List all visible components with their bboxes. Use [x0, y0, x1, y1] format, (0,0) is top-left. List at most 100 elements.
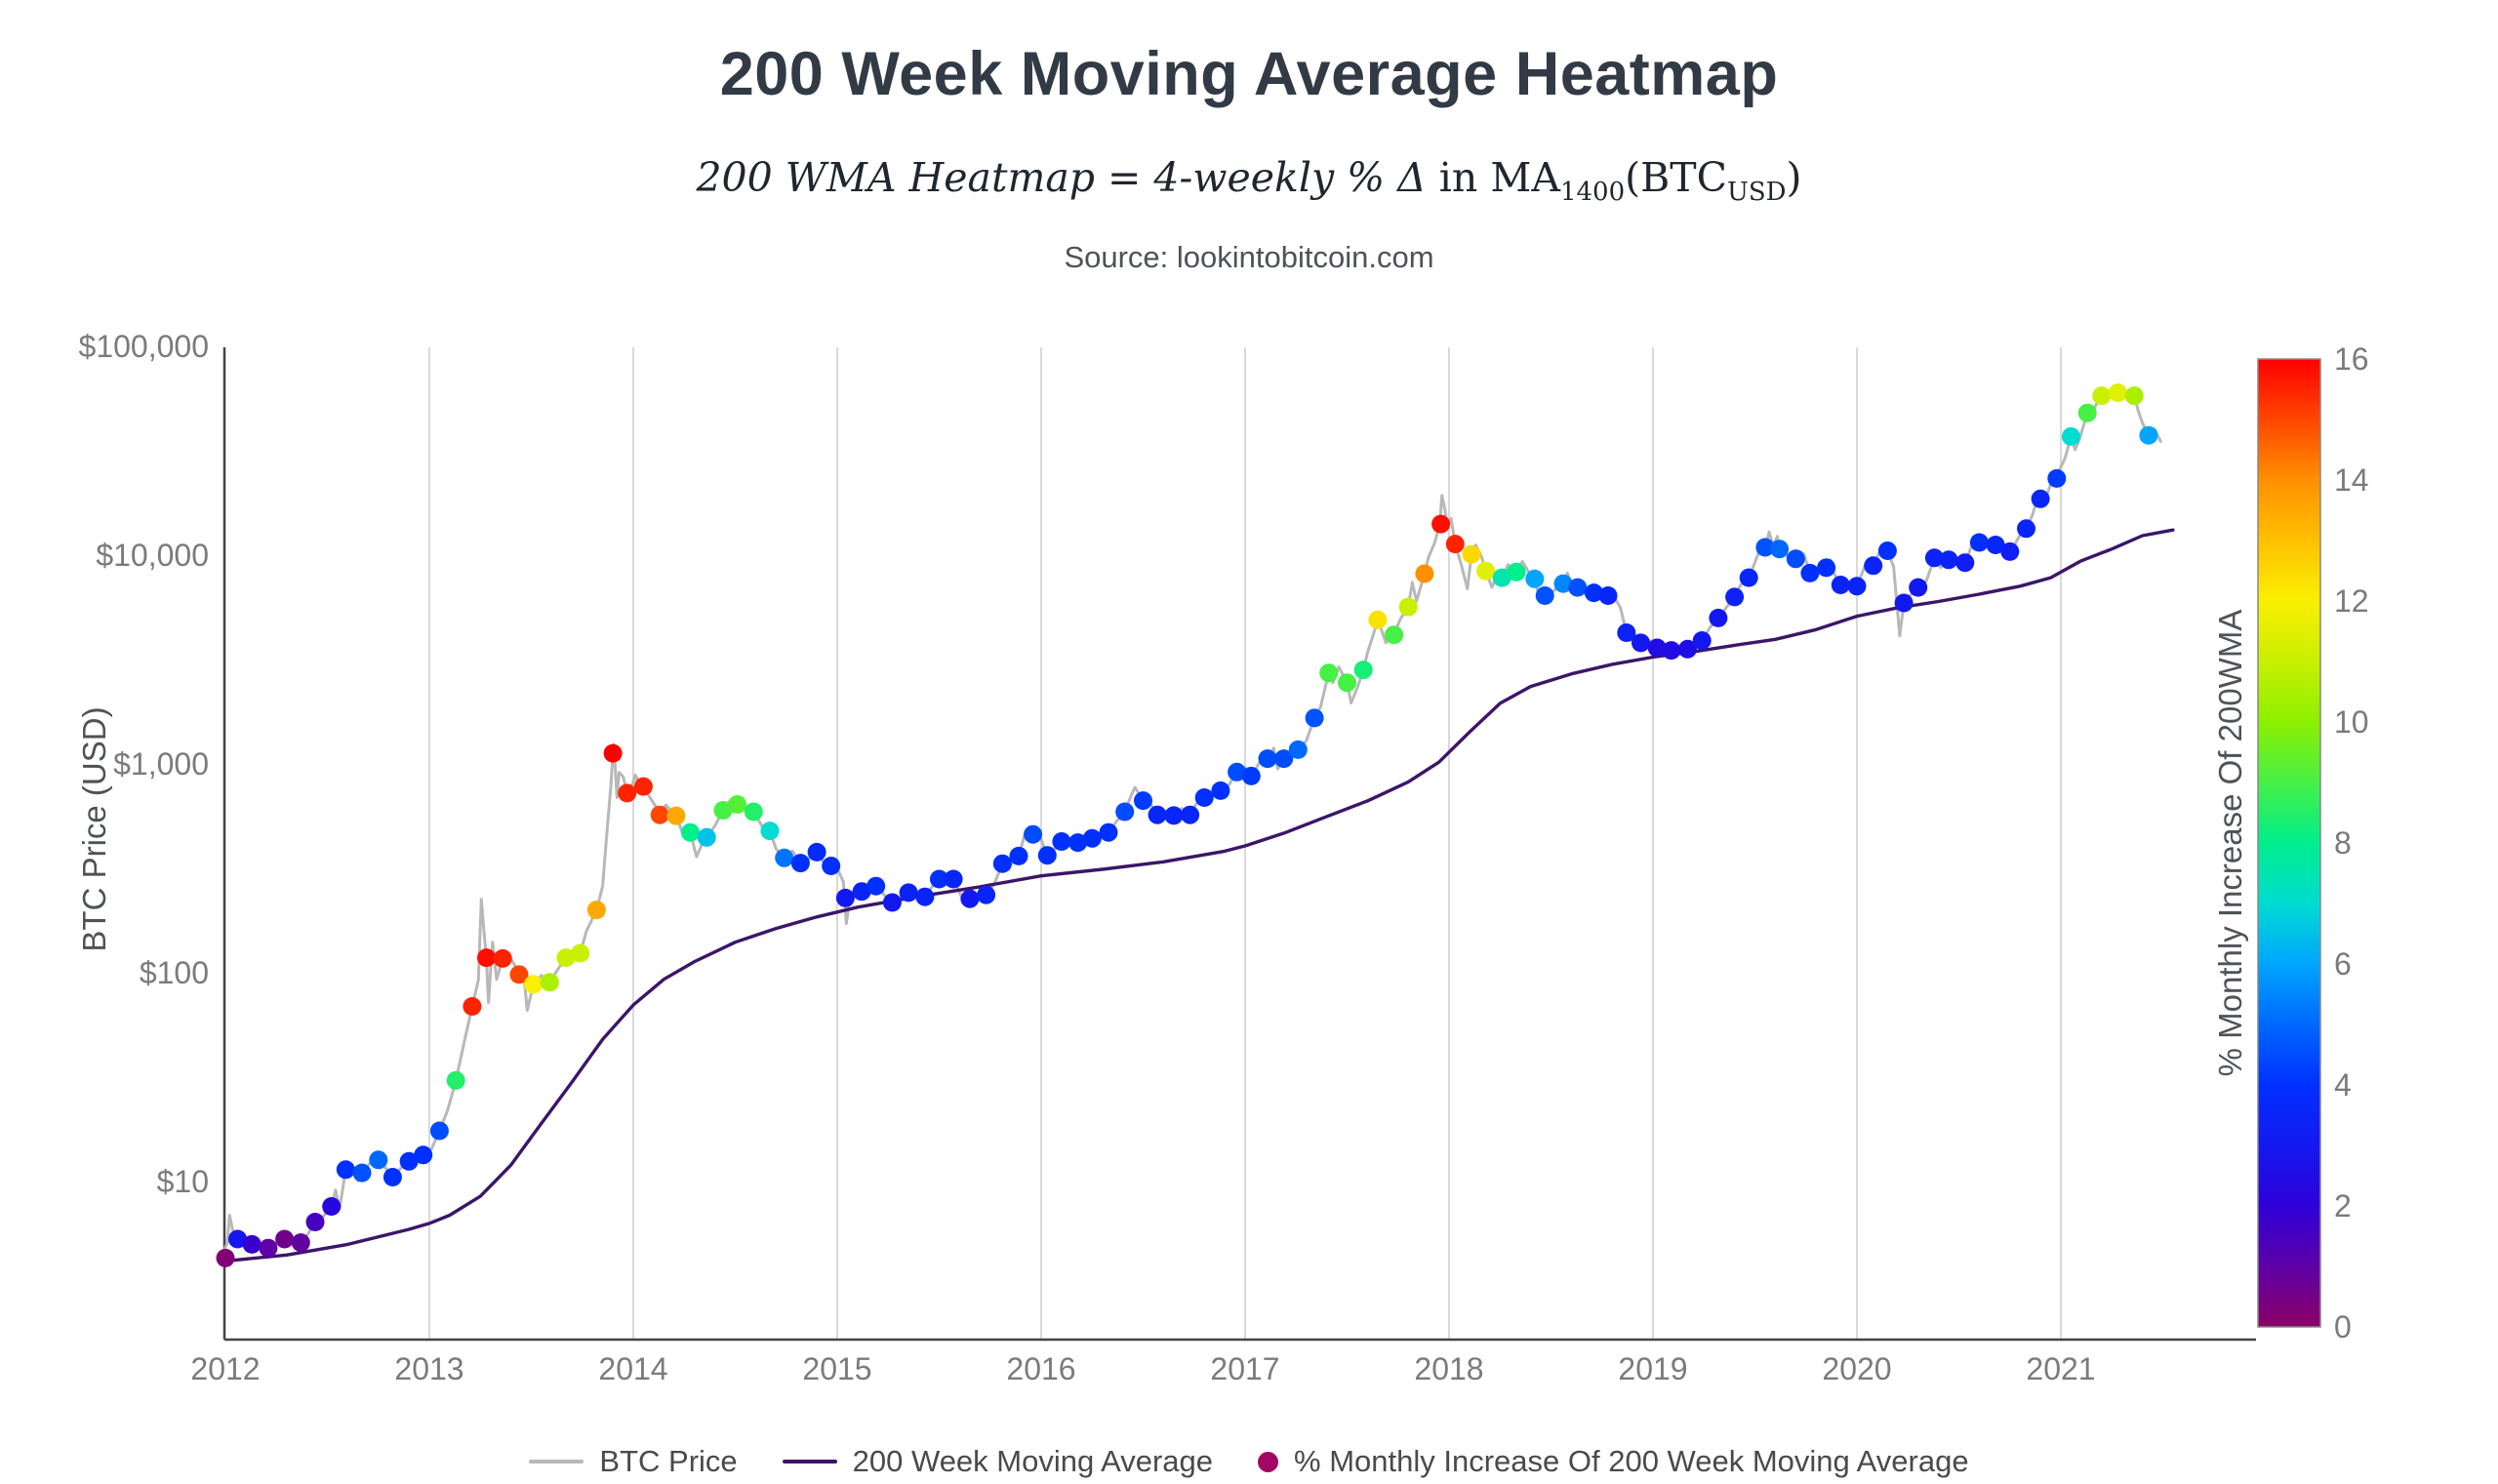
- heatmap-dot[interactable]: [259, 1238, 278, 1258]
- heatmap-dot[interactable]: [681, 822, 700, 842]
- heatmap-dot[interactable]: [1909, 578, 1928, 597]
- heatmap-dot[interactable]: [2061, 426, 2080, 446]
- heatmap-dots[interactable]: [216, 383, 2158, 1267]
- heatmap-dot[interactable]: [1338, 673, 1356, 693]
- heatmap-dot[interactable]: [1507, 562, 1526, 582]
- heatmap-dot[interactable]: [1068, 833, 1088, 853]
- heatmap-dot[interactable]: [744, 802, 763, 822]
- heatmap-dot[interactable]: [446, 1070, 465, 1090]
- heatmap-dot[interactable]: [1800, 563, 1820, 582]
- heatmap-dot[interactable]: [1955, 553, 1975, 573]
- heatmap-dot[interactable]: [1415, 564, 1434, 583]
- heatmap-dot[interactable]: [1228, 762, 1247, 782]
- heatmap-dot[interactable]: [977, 885, 996, 904]
- heatmap-dot[interactable]: [666, 806, 686, 825]
- heatmap-dot[interactable]: [1099, 822, 1118, 842]
- heatmap-dot[interactable]: [216, 1248, 235, 1267]
- heatmap-dot[interactable]: [899, 883, 918, 902]
- heatmap-dot[interactable]: [835, 888, 855, 907]
- heatmap-dot[interactable]: [509, 965, 529, 984]
- heatmap-dot[interactable]: [1535, 586, 1554, 605]
- heatmap-dot[interactable]: [1525, 569, 1545, 588]
- heatmap-dot[interactable]: [1553, 574, 1573, 593]
- heatmap-dot[interactable]: [1662, 641, 1681, 661]
- heatmap-dot[interactable]: [1462, 544, 1481, 564]
- heatmap-dot[interactable]: [866, 876, 886, 896]
- heatmap-dot[interactable]: [1770, 540, 1790, 559]
- heatmap-dot[interactable]: [697, 827, 716, 847]
- heatmap-dot[interactable]: [1617, 623, 1636, 642]
- heatmap-dot[interactable]: [790, 854, 810, 873]
- legend-item-btc-price[interactable]: BTC Price: [529, 1444, 738, 1479]
- heatmap-dot[interactable]: [713, 801, 733, 820]
- heatmap-dot[interactable]: [1725, 587, 1745, 607]
- heatmap-dot[interactable]: [2047, 468, 2067, 488]
- heatmap-dot[interactable]: [1164, 806, 1184, 825]
- heatmap-dot[interactable]: [322, 1197, 342, 1216]
- heatmap-dot[interactable]: [1009, 846, 1028, 865]
- heatmap-dot[interactable]: [429, 1121, 449, 1141]
- heatmap-dot[interactable]: [1288, 740, 1308, 759]
- heatmap-dot[interactable]: [305, 1213, 325, 1231]
- heatmap-dot[interactable]: [618, 783, 637, 803]
- heatmap-dot[interactable]: [1969, 533, 1989, 552]
- legend-item-monthly-increase[interactable]: % Monthly Increase Of 200 Week Moving Av…: [1258, 1444, 1969, 1479]
- heatmap-dot[interactable]: [1584, 583, 1603, 603]
- heatmap-dot[interactable]: [2017, 519, 2035, 539]
- heatmap-dot[interactable]: [2031, 489, 2050, 508]
- heatmap-dot[interactable]: [275, 1229, 295, 1249]
- heatmap-dot[interactable]: [1024, 824, 1043, 844]
- heatmap-dot[interactable]: [1431, 514, 1451, 534]
- wma-line[interactable]: [222, 528, 2175, 1263]
- heatmap-dot[interactable]: [1258, 749, 1277, 769]
- heatmap-dot[interactable]: [586, 901, 606, 920]
- heatmap-dot[interactable]: [1368, 610, 1388, 629]
- heatmap-dot[interactable]: [228, 1229, 247, 1249]
- heatmap-dot[interactable]: [760, 822, 780, 841]
- legend-item-200wma[interactable]: 200 Week Moving Average: [782, 1444, 1213, 1479]
- heatmap-dot[interactable]: [2092, 386, 2112, 406]
- heatmap-dot[interactable]: [1632, 633, 1650, 653]
- heatmap-dot[interactable]: [291, 1233, 310, 1253]
- heatmap-dot[interactable]: [493, 948, 512, 968]
- heatmap-dot[interactable]: [2000, 541, 2020, 561]
- heatmap-dot[interactable]: [930, 869, 948, 889]
- heatmap-dot[interactable]: [383, 1168, 402, 1186]
- heatmap-dot[interactable]: [1647, 638, 1667, 658]
- heatmap-dot[interactable]: [1052, 832, 1071, 851]
- heatmap-dot[interactable]: [960, 889, 980, 908]
- heatmap-dot[interactable]: [2139, 425, 2158, 445]
- heatmap-dot[interactable]: [399, 1151, 419, 1171]
- heatmap-dot[interactable]: [352, 1163, 372, 1183]
- heatmap-dot[interactable]: [1398, 597, 1418, 617]
- heatmap-dot[interactable]: [1986, 536, 2005, 554]
- heatmap-dot[interactable]: [1568, 578, 1588, 597]
- heatmap-dot[interactable]: [633, 777, 653, 796]
- heatmap-dot[interactable]: [1241, 766, 1261, 785]
- heatmap-dot[interactable]: [1598, 586, 1618, 605]
- heatmap-dot[interactable]: [1877, 541, 1897, 560]
- heatmap-dot[interactable]: [1305, 708, 1324, 728]
- heatmap-dot[interactable]: [540, 973, 559, 992]
- heatmap-dot[interactable]: [1148, 805, 1167, 824]
- heatmap-dot[interactable]: [571, 943, 590, 963]
- heatmap-dot[interactable]: [414, 1145, 433, 1165]
- heatmap-dot[interactable]: [1353, 661, 1373, 680]
- heatmap-dot[interactable]: [1211, 781, 1230, 800]
- heatmap-dot[interactable]: [1864, 556, 1883, 576]
- heatmap-dot[interactable]: [1319, 663, 1339, 683]
- heatmap-dot[interactable]: [1739, 568, 1758, 587]
- heatmap-dot[interactable]: [369, 1150, 388, 1170]
- heatmap-dot[interactable]: [1385, 625, 1404, 645]
- heatmap-dot[interactable]: [650, 805, 669, 824]
- heatmap-dot[interactable]: [807, 842, 826, 862]
- heatmap-dot[interactable]: [336, 1160, 355, 1180]
- heatmap-dot[interactable]: [915, 887, 935, 906]
- heatmap-dot[interactable]: [1194, 788, 1214, 807]
- heatmap-dot[interactable]: [1755, 538, 1775, 557]
- heatmap-dot[interactable]: [2109, 383, 2127, 402]
- heatmap-dot[interactable]: [882, 893, 902, 912]
- heatmap-dot[interactable]: [852, 882, 871, 902]
- heatmap-dot[interactable]: [463, 997, 482, 1016]
- heatmap-dot[interactable]: [1678, 639, 1697, 659]
